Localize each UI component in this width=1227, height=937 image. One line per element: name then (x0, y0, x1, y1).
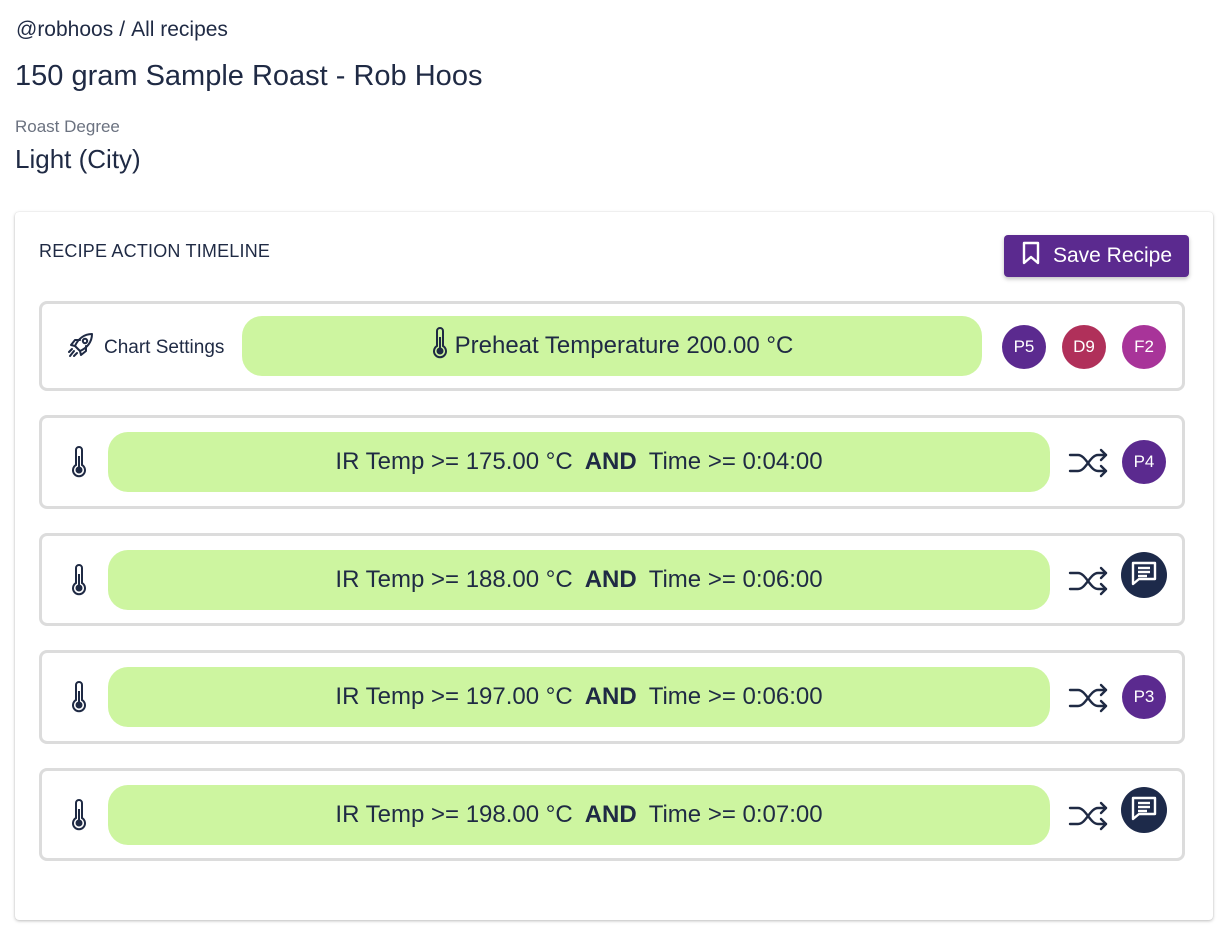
condition-temp: IR Temp >= 198.00 °C (335, 801, 573, 828)
condition-operator: AND (584, 801, 637, 828)
thermometer-icon (70, 446, 88, 483)
badge-p5[interactable]: P5 (1002, 325, 1046, 369)
condition-temp: IR Temp >= 188.00 °C (335, 566, 573, 593)
thermometer-icon (70, 799, 88, 836)
bookmark-icon (1021, 241, 1041, 271)
shuffle-icon[interactable] (1068, 448, 1110, 483)
condition-operator: AND (584, 566, 637, 593)
preheat-row: Chart Settings Preheat Temperature 200.0… (39, 301, 1185, 391)
condition-temp: IR Temp >= 175.00 °C (335, 448, 573, 475)
timeline-title: RECIPE ACTION TIMELINE (39, 241, 271, 261)
condition-time: Time >= 0:06:00 (648, 566, 823, 593)
note-icon (1130, 560, 1158, 591)
preheat-pill[interactable]: Preheat Temperature 200.00 °C (242, 316, 982, 376)
roast-degree-value: Light (City) (15, 144, 141, 174)
condition-operator: AND (584, 683, 637, 710)
breadcrumb-user-link[interactable]: @robhoos (16, 18, 114, 41)
condition-time: Time >= 0:07:00 (648, 801, 823, 828)
condition-pill[interactable]: IR Temp >= 198.00 °C AND Time >= 0:07:00 (108, 785, 1050, 845)
action-row: IR Temp >= 175.00 °C AND Time >= 0:04:00… (39, 415, 1185, 509)
condition-operator: AND (584, 448, 637, 475)
action-row: IR Temp >= 198.00 °C AND Time >= 0:07:00 (39, 768, 1185, 861)
badge-f2[interactable]: F2 (1122, 325, 1166, 369)
preheat-text: Preheat Temperature 200.00 °C (454, 332, 794, 359)
breadcrumb-separator: / (119, 18, 126, 41)
action-row: IR Temp >= 197.00 °C AND Time >= 0:06:00… (39, 650, 1185, 744)
rocket-icon (66, 330, 96, 366)
roast-degree-label: Roast Degree (15, 117, 120, 136)
action-row: IR Temp >= 188.00 °C AND Time >= 0:06:00 (39, 533, 1185, 626)
condition-time: Time >= 0:04:00 (648, 448, 823, 475)
breadcrumb: @robhoos / All recipes (16, 18, 228, 42)
chart-settings-label: Chart Settings (104, 337, 225, 358)
recipe-timeline-card: RECIPE ACTION TIMELINE Save Recipe Chart… (15, 212, 1213, 920)
shuffle-icon[interactable] (1068, 566, 1110, 601)
badge-d9[interactable]: D9 (1062, 325, 1106, 369)
condition-time: Time >= 0:06:00 (648, 683, 823, 710)
save-recipe-button[interactable]: Save Recipe (1004, 235, 1189, 277)
shuffle-icon[interactable] (1068, 683, 1110, 718)
badge-p4[interactable]: P4 (1122, 440, 1166, 484)
condition-pill[interactable]: IR Temp >= 197.00 °C AND Time >= 0:06:00 (108, 667, 1050, 727)
badge-p3[interactable]: P3 (1122, 675, 1166, 719)
note-button[interactable] (1121, 787, 1167, 833)
thermometer-icon (431, 326, 449, 366)
shuffle-icon[interactable] (1068, 801, 1110, 836)
condition-temp: IR Temp >= 197.00 °C (335, 683, 573, 710)
thermometer-icon (70, 681, 88, 718)
save-recipe-label: Save Recipe (1052, 244, 1173, 267)
note-icon (1130, 795, 1158, 826)
note-button[interactable] (1121, 552, 1167, 598)
chart-settings-button[interactable]: Chart Settings (66, 330, 224, 366)
breadcrumb-all-recipes-link[interactable]: All recipes (131, 18, 228, 41)
thermometer-icon (70, 564, 88, 601)
condition-pill[interactable]: IR Temp >= 188.00 °C AND Time >= 0:06:00 (108, 550, 1050, 610)
condition-pill[interactable]: IR Temp >= 175.00 °C AND Time >= 0:04:00 (108, 432, 1050, 492)
page-title: 150 gram Sample Roast - Rob Hoos (15, 60, 483, 92)
